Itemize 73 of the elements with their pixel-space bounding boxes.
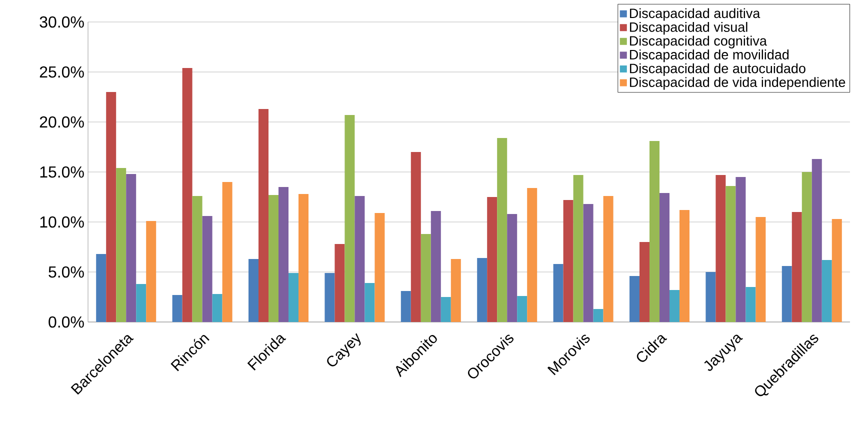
bar xyxy=(400,290,411,322)
bar xyxy=(212,294,222,322)
bar xyxy=(603,196,614,322)
bar xyxy=(116,168,126,322)
bar xyxy=(487,196,498,322)
legend-label: Discapacidad de autocuidado xyxy=(630,63,806,76)
bar xyxy=(364,282,375,322)
legend-label: Discapacidad auditiva xyxy=(630,8,760,21)
bar xyxy=(344,114,355,322)
y-tick-label: 25.0% xyxy=(40,66,84,78)
bar xyxy=(507,214,518,322)
bar xyxy=(298,194,309,322)
bar xyxy=(374,212,385,322)
bar xyxy=(822,260,832,322)
y-tick-label: 5.0% xyxy=(48,266,84,278)
bar xyxy=(430,210,441,322)
y-tick-label: 30.0% xyxy=(40,16,84,28)
bar xyxy=(146,220,156,322)
bar xyxy=(477,258,488,322)
bar xyxy=(497,138,508,322)
bar xyxy=(553,264,564,322)
bar xyxy=(106,92,116,322)
bar xyxy=(746,286,756,322)
bar xyxy=(440,296,451,322)
bar xyxy=(136,284,146,322)
bar xyxy=(706,272,716,322)
bar xyxy=(736,176,746,322)
bar xyxy=(324,272,335,322)
bar xyxy=(726,186,736,322)
bar xyxy=(192,196,202,322)
bar xyxy=(593,308,604,322)
bar xyxy=(832,218,842,322)
bar xyxy=(450,258,461,322)
bar xyxy=(268,194,279,322)
bar xyxy=(716,174,726,322)
bar xyxy=(527,188,538,322)
bar xyxy=(334,244,345,322)
bar xyxy=(679,210,690,322)
legend-label: Discapacidad de vida independiente xyxy=(630,77,846,90)
bar xyxy=(288,272,298,322)
bar xyxy=(583,204,594,322)
bar xyxy=(278,186,289,322)
bar xyxy=(248,258,259,322)
bar xyxy=(649,140,660,322)
bar xyxy=(96,254,106,322)
y-tick-label: 15.0% xyxy=(40,166,84,178)
bar xyxy=(802,172,812,322)
bar xyxy=(792,212,802,322)
bar xyxy=(669,290,680,322)
bar xyxy=(420,234,431,322)
legend-label: Discapacidad visual xyxy=(630,22,748,35)
bar xyxy=(573,174,584,322)
legend-label: Discapacidad cognitiva xyxy=(630,36,767,48)
bar xyxy=(202,216,212,322)
bar xyxy=(756,216,766,322)
bar xyxy=(563,200,574,322)
bar xyxy=(126,174,136,322)
bar xyxy=(517,296,528,322)
bar xyxy=(782,266,792,322)
bar xyxy=(629,276,640,322)
bar xyxy=(639,242,650,322)
legend-label: Discapacidad de movilidad xyxy=(630,50,789,62)
bar xyxy=(222,182,232,322)
y-tick-label: 10.0% xyxy=(40,216,84,228)
bar xyxy=(354,196,365,322)
bar xyxy=(258,108,269,322)
bar xyxy=(172,294,182,322)
bar xyxy=(182,68,192,322)
bar xyxy=(410,152,421,322)
bar xyxy=(659,192,670,322)
y-tick-label: 0.0% xyxy=(48,316,84,328)
bar xyxy=(812,158,822,322)
y-tick-label: 20.0% xyxy=(40,116,84,128)
